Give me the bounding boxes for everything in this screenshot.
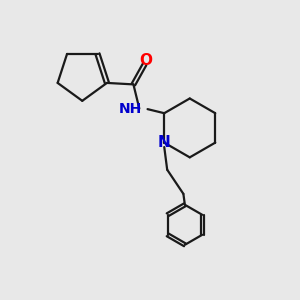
Text: O: O xyxy=(139,53,152,68)
Text: NH: NH xyxy=(119,102,142,116)
Text: N: N xyxy=(157,134,170,149)
